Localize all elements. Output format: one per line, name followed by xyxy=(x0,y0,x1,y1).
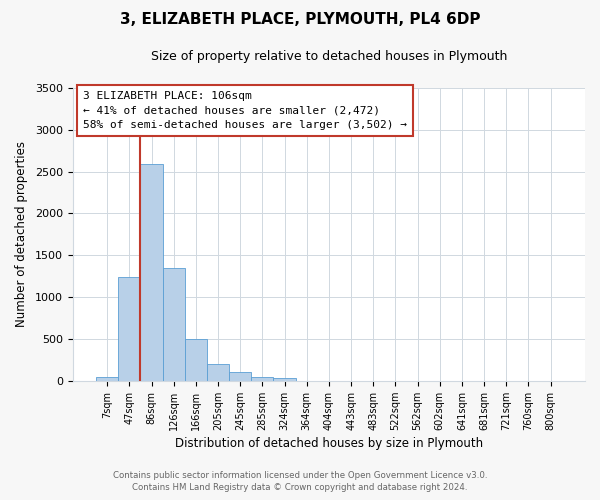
Text: 3 ELIZABETH PLACE: 106sqm
← 41% of detached houses are smaller (2,472)
58% of se: 3 ELIZABETH PLACE: 106sqm ← 41% of detac… xyxy=(83,90,407,130)
Y-axis label: Number of detached properties: Number of detached properties xyxy=(15,142,28,328)
Text: 3, ELIZABETH PLACE, PLYMOUTH, PL4 6DP: 3, ELIZABETH PLACE, PLYMOUTH, PL4 6DP xyxy=(120,12,480,28)
Bar xyxy=(96,376,118,381)
X-axis label: Distribution of detached houses by size in Plymouth: Distribution of detached houses by size … xyxy=(175,437,483,450)
Title: Size of property relative to detached houses in Plymouth: Size of property relative to detached ho… xyxy=(151,50,507,63)
Bar xyxy=(118,277,140,381)
Bar xyxy=(185,339,207,381)
Bar xyxy=(207,364,229,381)
Bar xyxy=(274,378,296,381)
Bar xyxy=(251,376,274,381)
Bar xyxy=(140,164,163,381)
Text: Contains public sector information licensed under the Open Government Licence v3: Contains public sector information licen… xyxy=(113,471,487,480)
Bar xyxy=(229,372,251,381)
Bar xyxy=(163,268,185,381)
Text: Contains HM Land Registry data © Crown copyright and database right 2024.: Contains HM Land Registry data © Crown c… xyxy=(132,484,468,492)
